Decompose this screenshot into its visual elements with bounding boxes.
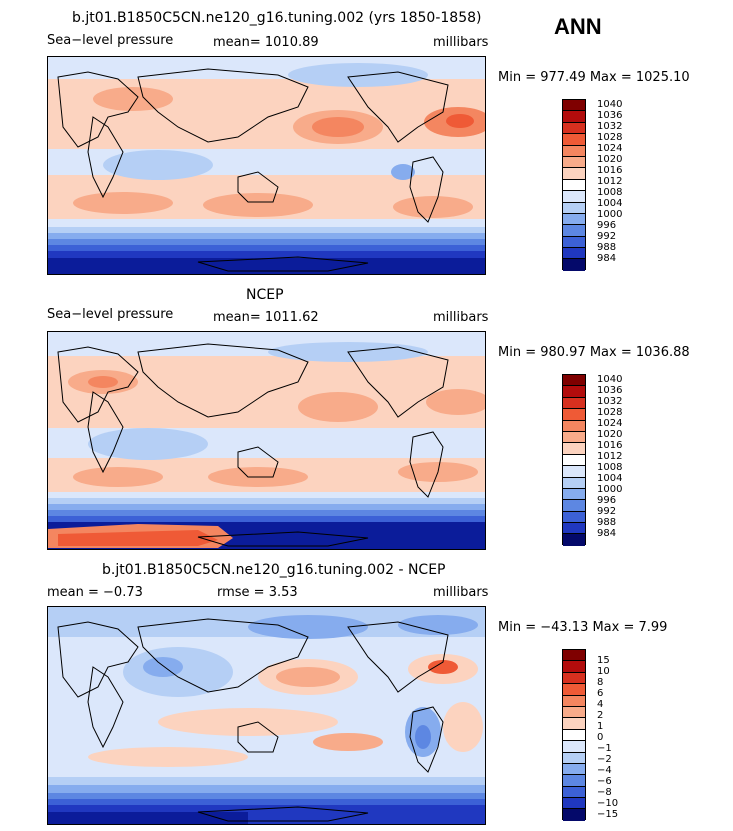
panel2-units-label: millibars bbox=[433, 310, 489, 325]
panel3-cbar-label: −4 bbox=[597, 765, 612, 776]
panel3-map bbox=[47, 606, 486, 825]
panel3-cbar-label: −1 bbox=[597, 743, 612, 754]
panel2-colorbar bbox=[562, 374, 586, 546]
panel1-colorbar bbox=[562, 99, 586, 271]
panel1-cbar-label: 984 bbox=[597, 253, 617, 264]
panel3-cbar-label: 15 bbox=[597, 655, 610, 666]
panel3-title: b.jt01.B1850C5CN.ne120_g16.tuning.002 - … bbox=[102, 562, 446, 578]
panel2-cbar-label: 1000 bbox=[597, 484, 623, 495]
panel2-cbar-label: 1028 bbox=[597, 407, 623, 418]
panel2-mean-label: mean= 1011.62 bbox=[213, 310, 319, 325]
panel2-cbar-label: 1032 bbox=[597, 396, 623, 407]
panel1-map-svg bbox=[48, 57, 485, 274]
panel3-cbar-label: 10 bbox=[597, 666, 610, 677]
panel1-variable-label: Sea−level pressure bbox=[47, 33, 174, 48]
panel3-cbar-label: −10 bbox=[597, 798, 619, 809]
panel1-cbar-label: 1000 bbox=[597, 209, 623, 220]
panel2-cbar-label: 1012 bbox=[597, 451, 623, 462]
panel2-minmax-stats: Min = 980.97 Max = 1036.88 bbox=[498, 345, 690, 360]
panel3-units-label: millibars bbox=[433, 585, 489, 600]
panel2-cbar-label: 1004 bbox=[597, 473, 623, 484]
panel1-minmax-stats: Min = 977.49 Max = 1025.10 bbox=[498, 70, 690, 85]
panel2-cbar-label: 996 bbox=[597, 495, 617, 506]
panel2-cbar-label: 1020 bbox=[597, 429, 623, 440]
panel1-cbar-label: 1024 bbox=[597, 143, 623, 154]
panel1-cbar-label: 1008 bbox=[597, 187, 623, 198]
panel3-map-svg bbox=[48, 607, 485, 824]
panel3-cbar-label: 8 bbox=[597, 677, 604, 688]
panel2-cbar-label: 992 bbox=[597, 506, 617, 517]
panel3-cbar-label: 1 bbox=[597, 721, 604, 732]
panel2-map bbox=[47, 331, 486, 550]
panel2-cbar-label: 1040 bbox=[597, 374, 623, 385]
panel2-cbar-label: 1008 bbox=[597, 462, 623, 473]
panel1-title: b.jt01.B1850C5CN.ne120_g16.tuning.002 (y… bbox=[72, 10, 482, 26]
panel1-cbar-label: 988 bbox=[597, 242, 617, 253]
panel1-units-label: millibars bbox=[433, 35, 489, 50]
panel3-cbar-label: −6 bbox=[597, 776, 612, 787]
panel2-cbar-label: 1036 bbox=[597, 385, 623, 396]
panel1-cbar-label: 992 bbox=[597, 231, 617, 242]
panel1-cbar-label: 1020 bbox=[597, 154, 623, 165]
panel3-cbar-label: −2 bbox=[597, 754, 612, 765]
panel2-variable-label: Sea−level pressure bbox=[47, 307, 174, 322]
panel3-minmax-stats: Min = −43.13 Max = 7.99 bbox=[498, 620, 668, 635]
panel3-mean-label: mean = −0.73 bbox=[47, 585, 143, 600]
panel2-cbar-label: 1024 bbox=[597, 418, 623, 429]
panel3-colorbar bbox=[562, 649, 586, 821]
panel3-cbar-label: 0 bbox=[597, 732, 604, 743]
panel1-cbar-label: 1016 bbox=[597, 165, 623, 176]
panel3-cbar-label: −15 bbox=[597, 809, 619, 820]
panel1-cbar-label: 1032 bbox=[597, 121, 623, 132]
panel1-cbar-label: 1012 bbox=[597, 176, 623, 187]
panel1-cbar-label: 1040 bbox=[597, 99, 623, 110]
panel2-title: NCEP bbox=[246, 287, 284, 303]
panel2-cbar-label: 988 bbox=[597, 517, 617, 528]
panel3-rmse-label: rmse = 3.53 bbox=[217, 585, 298, 600]
season-label: ANN bbox=[554, 14, 602, 39]
panel1-cbar-label: 1004 bbox=[597, 198, 623, 209]
panel3-cbar-label: 4 bbox=[597, 699, 604, 710]
panel1-mean-label: mean= 1010.89 bbox=[213, 35, 319, 50]
panel1-cbar-label: 1028 bbox=[597, 132, 623, 143]
panel3-cbar-label: 6 bbox=[597, 688, 604, 699]
panel3-cbar-label: −8 bbox=[597, 787, 612, 798]
panel1-cbar-label: 996 bbox=[597, 220, 617, 231]
panel2-map-svg bbox=[48, 332, 485, 549]
panel2-cbar-label: 1016 bbox=[597, 440, 623, 451]
panel3-cbar-label: 2 bbox=[597, 710, 604, 721]
panel1-cbar-label: 1036 bbox=[597, 110, 623, 121]
panel1-map bbox=[47, 56, 486, 275]
panel2-cbar-label: 984 bbox=[597, 528, 617, 539]
